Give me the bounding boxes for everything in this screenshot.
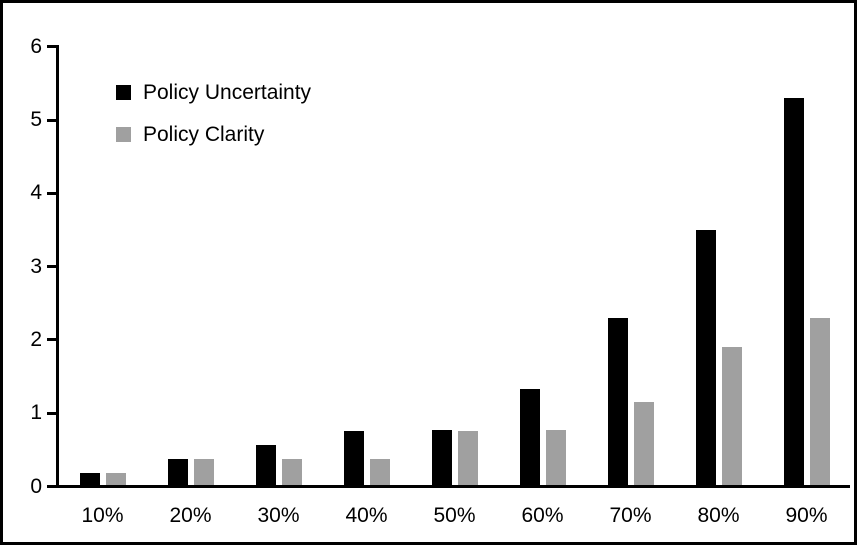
bar-policy-uncertainty-40- bbox=[343, 430, 364, 487]
bar-policy-clarity-10- bbox=[106, 472, 126, 487]
y-axis-tick-6 bbox=[47, 45, 57, 49]
legend-item-policy-uncertainty: Policy Uncertainty bbox=[116, 81, 311, 104]
legend-label-policy-uncertainty: Policy Uncertainty bbox=[143, 80, 312, 104]
bar-policy-clarity-50- bbox=[458, 430, 478, 487]
bar-policy-clarity-30- bbox=[282, 458, 302, 487]
bar-policy-uncertainty-50- bbox=[431, 430, 452, 487]
x-tick-label-10-: 10% bbox=[81, 504, 124, 527]
x-tick-label-70-: 70% bbox=[609, 504, 652, 527]
legend-item-policy-clarity: Policy Clarity bbox=[116, 123, 311, 146]
y-tick-label-5: 5 bbox=[30, 108, 42, 131]
legend-swatch-policy-uncertainty bbox=[116, 85, 131, 100]
x-axis-line bbox=[47, 485, 850, 488]
x-tick-label-80-: 80% bbox=[697, 504, 740, 527]
bar-policy-clarity-90- bbox=[810, 317, 830, 487]
bar-policy-uncertainty-20- bbox=[167, 458, 188, 487]
y-axis-line bbox=[56, 45, 59, 488]
y-axis-tick-1 bbox=[47, 411, 57, 415]
x-tick-label-90-: 90% bbox=[785, 504, 828, 527]
bar-policy-clarity-80- bbox=[722, 347, 742, 487]
legend-swatch-policy-clarity bbox=[116, 127, 131, 142]
x-tick-label-60-: 60% bbox=[521, 504, 564, 527]
bar-policy-uncertainty-60- bbox=[519, 389, 540, 487]
bar-policy-uncertainty-30- bbox=[255, 444, 276, 487]
y-tick-label-3: 3 bbox=[30, 254, 42, 278]
x-tick-label-20-: 20% bbox=[169, 504, 212, 527]
y-axis-tick-2 bbox=[47, 338, 57, 342]
chart-legend: Policy Uncertainty Policy Clarity bbox=[116, 81, 311, 168]
bar-policy-uncertainty-90- bbox=[783, 98, 804, 487]
y-tick-label-4: 4 bbox=[30, 181, 42, 205]
y-axis-tick-4 bbox=[47, 191, 57, 195]
x-tick-label-40-: 40% bbox=[345, 504, 388, 527]
x-tick-label-30-: 30% bbox=[257, 504, 300, 527]
x-tick-label-50-: 50% bbox=[433, 504, 476, 527]
bar-policy-uncertainty-70- bbox=[607, 317, 628, 487]
y-tick-label-0: 0 bbox=[30, 474, 42, 498]
bar-policy-uncertainty-80- bbox=[695, 229, 716, 487]
y-tick-label-1: 1 bbox=[30, 401, 42, 425]
bar-policy-clarity-60- bbox=[546, 430, 566, 487]
bar-policy-clarity-20- bbox=[194, 458, 214, 487]
bar-policy-uncertainty-10- bbox=[79, 472, 100, 487]
y-tick-label-2: 2 bbox=[30, 327, 42, 351]
y-axis-tick-5 bbox=[47, 118, 57, 122]
legend-label-policy-clarity: Policy Clarity bbox=[143, 122, 265, 146]
bar-policy-clarity-40- bbox=[370, 458, 390, 487]
bar-policy-clarity-70- bbox=[634, 402, 654, 487]
y-axis-tick-3 bbox=[47, 265, 57, 269]
y-tick-label-6: 6 bbox=[30, 34, 42, 58]
